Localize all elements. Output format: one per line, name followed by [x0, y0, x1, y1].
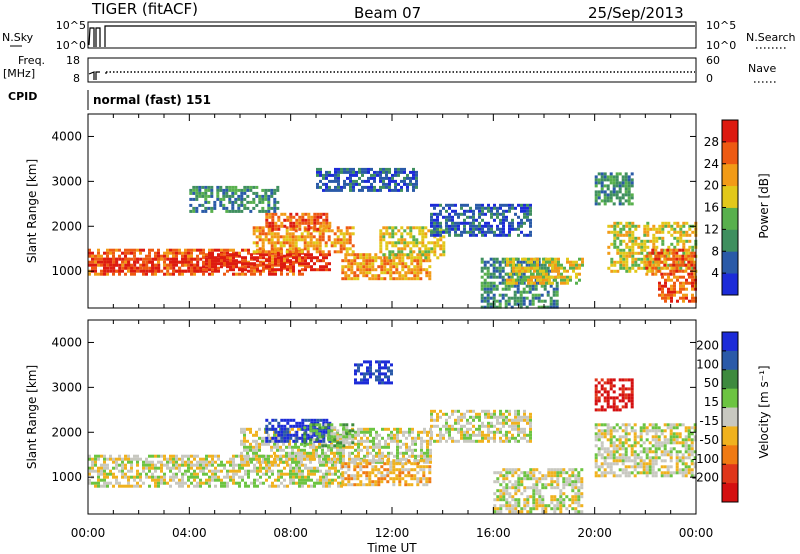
scatter-region-4 — [341, 459, 432, 487]
x-tick-label: 08:00 — [273, 526, 308, 540]
scatter-region-5 — [430, 409, 532, 443]
y-tick-label: 3000 — [51, 174, 82, 188]
power-colorbar-tick: 12 — [704, 222, 719, 236]
velocity-colorbar-tick: 15 — [704, 395, 719, 409]
velocity-colorbar-tick: 100 — [696, 357, 719, 371]
nave-tick-bottom: 0 — [706, 72, 713, 85]
power-colorbar-tick: 8 — [711, 244, 719, 258]
nsky-tick-top-left: 10^5 — [56, 19, 86, 32]
power-colorbar-segment — [722, 120, 738, 143]
velocity-colorbar-tick: 200 — [696, 338, 719, 352]
scatter-region-4 — [265, 212, 332, 231]
velocity-colorbar-segment — [722, 483, 738, 503]
scatter-region-1 — [103, 257, 203, 273]
y-tick-label: 4000 — [51, 129, 82, 143]
velocity-colorbar-segment — [722, 464, 738, 484]
power-colorbar-segment — [722, 251, 738, 274]
velocity-colorbar: 200 100 50 15 -15 -50 -100 -200 — [692, 331, 739, 503]
velocity-ylabel: Slant Range [km] — [25, 365, 39, 469]
velocity-colorbar-segment — [722, 369, 738, 390]
power-colorbar-segment — [722, 229, 738, 252]
x-tick-label: 04:00 — [172, 526, 207, 540]
y-tick-label: 2000 — [51, 219, 82, 233]
power-colorbar-tick: 20 — [704, 179, 719, 193]
scatter-region-6 — [493, 468, 584, 514]
nsky-panel: N.Sky 10^5 10^0 10^5 10^0 N.Search — [2, 19, 796, 52]
y-tick-label: 3000 — [51, 380, 82, 394]
scatter-region-3 — [252, 226, 355, 254]
power-panel: 1000 2000 3000 4000 Slant Range [km] — [25, 113, 698, 309]
scatter-region-6 — [379, 226, 446, 260]
velocity-colorbar-segment — [722, 426, 738, 446]
nsky-tick-bottom-left: 10^0 — [56, 39, 86, 52]
power-colorbar-segment — [722, 185, 738, 208]
scatter-region-3 — [303, 423, 355, 448]
velocity-colorbar-segment — [722, 388, 738, 408]
scatter-region-8 — [189, 185, 280, 213]
power-colorbar-segment — [722, 207, 738, 230]
x-tick-label: 20:00 — [577, 526, 612, 540]
freq-unit: [MHz] — [3, 67, 35, 80]
velocity-colorbar-segment — [722, 407, 738, 427]
scatter-region-13 — [645, 248, 697, 276]
velocity-colorbar-tick: -200 — [692, 471, 719, 485]
nave-tick-top: 60 — [706, 54, 720, 67]
power-ylabel: Slant Range [km] — [25, 159, 39, 263]
cpid-panel: CPID normal (fast) 151 — [8, 90, 211, 110]
radar-title: TIGER (fitACF) — [91, 0, 198, 18]
x-tick-label: 16:00 — [476, 526, 511, 540]
freq-label: Freq. — [18, 54, 45, 67]
power-colorbar: 4 8 12 16 20 24 28 — [704, 119, 739, 296]
velocity-colorbar-label: Velocity [m s⁻¹] — [757, 365, 771, 458]
scatter-region-11 — [506, 257, 584, 285]
scatter-region-0 — [88, 454, 343, 488]
velocity-colorbar-segment — [722, 332, 738, 352]
power-colorbar-label: Power [dB] — [757, 173, 771, 238]
power-colorbar-segment — [722, 141, 738, 165]
velocity-colorbar-tick: -100 — [692, 452, 719, 466]
scatter-region-5 — [341, 253, 432, 281]
power-colorbar-tick: 16 — [704, 201, 719, 215]
date-title: 25/Sep/2013 — [588, 4, 684, 22]
power-colorbar-tick: 28 — [704, 135, 719, 149]
scatter-region-14 — [658, 275, 697, 303]
scatter-region-2 — [202, 253, 331, 272]
beam-title: Beam 07 — [354, 4, 421, 22]
scatter-region-9 — [316, 167, 418, 192]
power-colorbar-tick: 4 — [711, 266, 719, 280]
nsky-tick-top-right: 10^5 — [706, 19, 736, 32]
y-tick-label: 1000 — [51, 264, 82, 278]
velocity-colorbar-tick: 50 — [704, 376, 719, 390]
scatter-region-9 — [354, 360, 393, 385]
scatter-region-15 — [594, 172, 634, 206]
nave-label: Nave — [748, 62, 776, 75]
scatter-region-7 — [430, 203, 532, 237]
x-axis-label: Time UT — [366, 541, 417, 554]
y-tick-label: 4000 — [51, 335, 82, 349]
velocity-colorbar-segment — [722, 445, 738, 465]
freq-tick-bottom: 8 — [73, 72, 80, 85]
y-tick-label: 1000 — [51, 470, 82, 484]
nsky-tick-bottom-right: 10^0 — [706, 39, 736, 52]
nsky-label: N.Sky — [2, 31, 34, 44]
freq-tick-top: 18 — [66, 54, 80, 67]
power-colorbar-segment — [722, 273, 738, 296]
x-tick-label: 00:00 — [71, 526, 106, 540]
y-tick-label: 2000 — [51, 425, 82, 439]
nsearch-label: N.Search — [746, 31, 796, 44]
velocity-colorbar-tick: -15 — [699, 414, 719, 428]
freq-panel: Freq. [MHz] 18 8 60 0 Nave — [3, 54, 778, 85]
velocity-colorbar-segment — [722, 350, 738, 371]
x-tick-label: 00:00 — [679, 526, 714, 540]
scatter-region-7 — [594, 423, 697, 478]
power-colorbar-tick: 24 — [704, 157, 719, 171]
x-tick-label: 12:00 — [375, 526, 410, 540]
velocity-panel: 1000 2000 3000 4000 Slant Range [km] — [25, 319, 697, 515]
scatter-region-8 — [594, 378, 634, 412]
power-colorbar-segment — [722, 163, 738, 187]
cpid-text: normal (fast) 151 — [93, 93, 211, 107]
velocity-colorbar-tick: -50 — [699, 433, 719, 447]
cpid-label: CPID — [8, 90, 37, 103]
